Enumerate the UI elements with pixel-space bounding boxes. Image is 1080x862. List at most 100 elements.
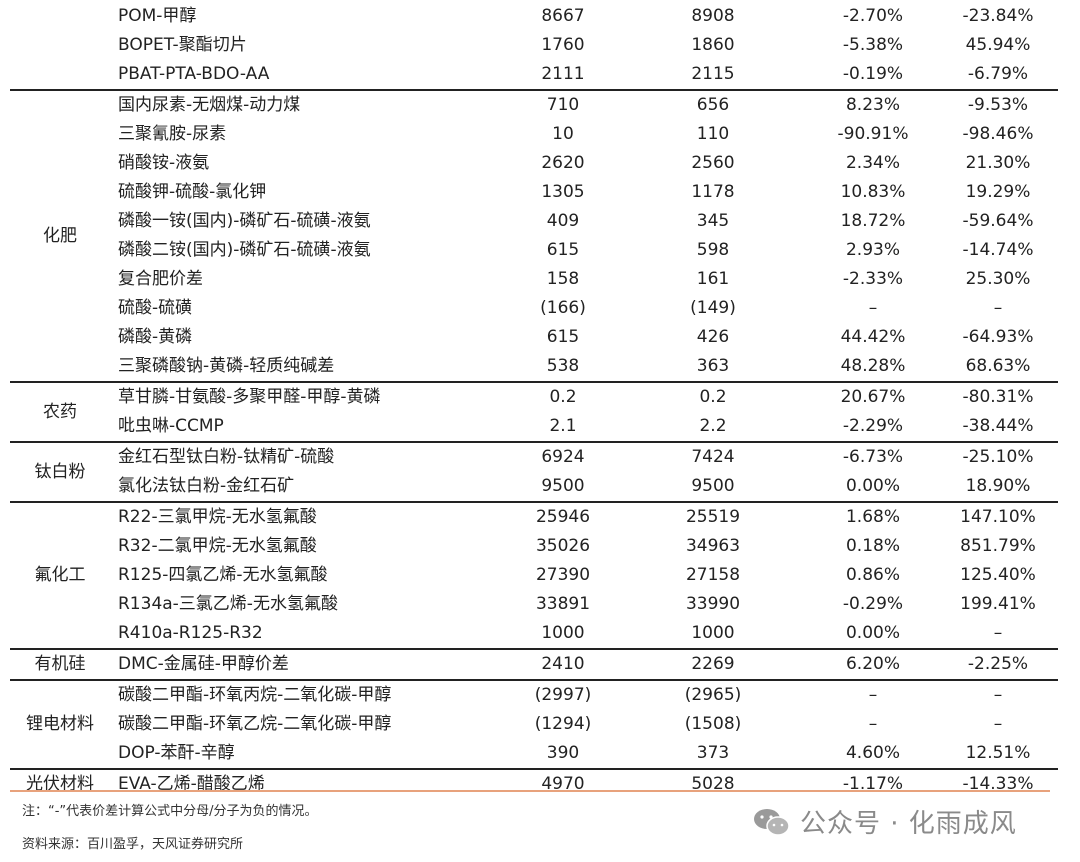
value-previous-cell: 598 (696, 240, 730, 260)
change-1-cell: 10.83% (840, 182, 906, 202)
change-1-cell: – (868, 298, 878, 318)
table-row: 复合肥价差 158 161 -2.33% 25.30% (10, 265, 1058, 294)
change-2-cell: -6.79% (967, 64, 1029, 84)
value-previous-cell: 363 (696, 356, 730, 376)
spread-name-cell: 三聚氰胺-尿素 (118, 124, 227, 144)
value-previous-cell: 373 (696, 743, 730, 763)
value-previous-cell: 25519 (618, 501, 808, 532)
value-previous-cell: 7424 (618, 441, 808, 472)
value-previous-cell: 5028 (618, 768, 808, 799)
value-current-cell: (166) (540, 298, 586, 318)
change-1-cell: -0.19% (842, 64, 904, 84)
price-spread-table: POM-甲醇 8667 8908 -2.70% -23.84% BOPET-聚酯切片 176… (10, 2, 1058, 799)
spread-name-cell: 国内尿素-无烟煤-动力煤 (110, 89, 508, 120)
change-1-cell: -2.70% (842, 6, 904, 26)
table-row: 磷酸二铵(国内)-磷矿石-硫磺-液氨 615 598 2.93% -14.74% (10, 236, 1058, 265)
table-row: 磷酸一铵(国内)-磷矿石-硫磺-液氨 409 345 18.72% -59.64% (10, 207, 1058, 236)
value-previous-cell: 2.2 (699, 416, 727, 436)
table-row: 光伏材料 EVA-乙烯-醋酸乙烯 4970 5028 -1.17% -14.33% (10, 768, 1058, 799)
value-previous-cell: (1508) (684, 714, 742, 734)
table-row: R125-四氯乙烯-无水氢氟酸 27390 27158 0.86% 125.40% (10, 561, 1058, 590)
spread-name-cell: 磷酸-黄磷 (118, 327, 193, 347)
value-current-cell: 409 (546, 211, 580, 231)
change-1-cell: 2.93% (845, 240, 900, 260)
value-current-cell: 27390 (535, 565, 591, 585)
value-previous-cell: 8908 (691, 6, 735, 26)
change-1-cell: -0.29% (842, 594, 904, 614)
category-cell: 光伏材料 (10, 768, 110, 799)
value-current-cell: 6924 (508, 441, 618, 472)
value-previous-cell: 426 (696, 327, 730, 347)
value-current-cell: 9500 (541, 476, 585, 496)
bottom-rule (10, 790, 1050, 792)
table-body: POM-甲醇 8667 8908 -2.70% -23.84% BOPET-聚酯切片 176… (10, 2, 1058, 799)
category-cell: 钛白粉 (10, 441, 110, 502)
change-2-cell: -14.74% (962, 240, 1034, 260)
change-2-cell: – (993, 714, 1003, 734)
table-row: R32-二氯甲烷-无水氢氟酸 35026 34963 0.18% 851.79% (10, 532, 1058, 561)
spread-name-cell: 吡虫啉-CCMP (118, 416, 224, 436)
change-1-cell: – (808, 679, 938, 710)
value-previous-cell: 34963 (685, 536, 741, 556)
value-current-cell: (2997) (508, 679, 618, 710)
table-row: 硫酸钾-硫酸-氯化钾 1305 1178 10.83% 19.29% (10, 178, 1058, 207)
table-row: 硫酸-硫磺 (166) (149) – – (10, 294, 1058, 323)
table-row: 锂电材料 碳酸二甲酯-环氧丙烷-二氧化碳-甲醇 (2997) (2965) – – (10, 679, 1058, 769)
value-previous-cell: 656 (618, 89, 808, 120)
change-1-cell: 48.28% (840, 356, 906, 376)
value-previous-cell: 0.2 (618, 381, 808, 412)
change-2-cell: 18.90% (965, 476, 1031, 496)
value-previous-cell: 2560 (691, 153, 735, 173)
change-1-cell: 0.18% (845, 536, 900, 556)
change-2-cell: – (993, 298, 1003, 318)
change-2-cell: – (938, 679, 1058, 710)
spread-name-cell: 金红石型钛白粉-钛精矿-硫酸 (110, 441, 508, 472)
change-1-cell: 2.34% (845, 153, 900, 173)
change-2-cell: -23.84% (962, 6, 1034, 26)
change-1-cell: 0.00% (845, 623, 900, 643)
table-row: 硝酸铵-液氨 2620 2560 2.34% 21.30% (10, 149, 1058, 178)
value-current-cell: 710 (508, 89, 618, 120)
change-1-cell: -5.38% (842, 35, 904, 55)
table-row: 钛白粉 金红石型钛白粉-钛精矿-硫酸 6924 7424 -6.73% -25.10% (10, 441, 1058, 502)
change-2-cell: -64.93% (962, 327, 1034, 347)
spread-name-cell: 硫酸-硫磺 (118, 298, 193, 318)
value-previous-cell: 161 (696, 269, 730, 289)
value-current-cell: 33891 (535, 594, 591, 614)
change-1-cell: – (868, 714, 878, 734)
change-1-cell: 1.68% (808, 501, 938, 532)
value-current-cell: 1760 (541, 35, 585, 55)
value-previous-cell: 1000 (691, 623, 735, 643)
change-2-cell: -9.53% (938, 89, 1058, 120)
value-current-cell: 8667 (541, 6, 585, 26)
change-1-cell: -1.17% (808, 768, 938, 799)
value-current-cell: 2.1 (549, 416, 577, 436)
value-current-cell: 10 (552, 124, 574, 144)
table-row: 三聚氰胺-尿素 10 110 -90.91% -98.46% (10, 120, 1058, 149)
change-2-cell: -59.64% (962, 211, 1034, 231)
value-previous-cell: 1860 (691, 35, 735, 55)
category-cell: 有机硅 (10, 648, 110, 680)
change-2-cell: – (993, 623, 1003, 643)
table-row: BOPET-聚酯切片 1760 1860 -5.38% 45.94% (10, 31, 1058, 60)
value-previous-cell: 27158 (685, 565, 741, 585)
value-current-cell: 158 (546, 269, 580, 289)
value-current-cell: 2410 (508, 648, 618, 680)
change-2-cell: -98.46% (962, 124, 1034, 144)
category-cell: 农药 (10, 381, 110, 442)
value-current-cell: 390 (546, 743, 580, 763)
spread-name-cell: 磷酸二铵(国内)-磷矿石-硫磺-液氨 (118, 240, 371, 260)
change-1-cell: -2.29% (842, 416, 904, 436)
change-2-cell: -14.33% (938, 768, 1058, 799)
table-row: 氟化工 R22-三氯甲烷-无水氢氟酸 25946 25519 1.68% 147.10% (10, 501, 1058, 649)
change-2-cell: 25.30% (965, 269, 1031, 289)
value-previous-cell: 345 (696, 211, 730, 231)
spread-name-cell: R125-四氯乙烯-无水氢氟酸 (118, 565, 328, 585)
change-2-cell: 21.30% (965, 153, 1031, 173)
change-1-cell: 44.42% (840, 327, 906, 347)
spread-name-cell: DMC-金属硅-甲醇价差 (110, 648, 508, 680)
table-row: POM-甲醇 8667 8908 -2.70% -23.84% (10, 2, 1058, 31)
value-previous-cell: 33990 (685, 594, 741, 614)
change-1-cell: -90.91% (837, 124, 909, 144)
table-row: 农药 草甘膦-甘氨酸-多聚甲醛-甲醇-黄磷 0.2 0.2 20.67% -80.31% (10, 381, 1058, 442)
